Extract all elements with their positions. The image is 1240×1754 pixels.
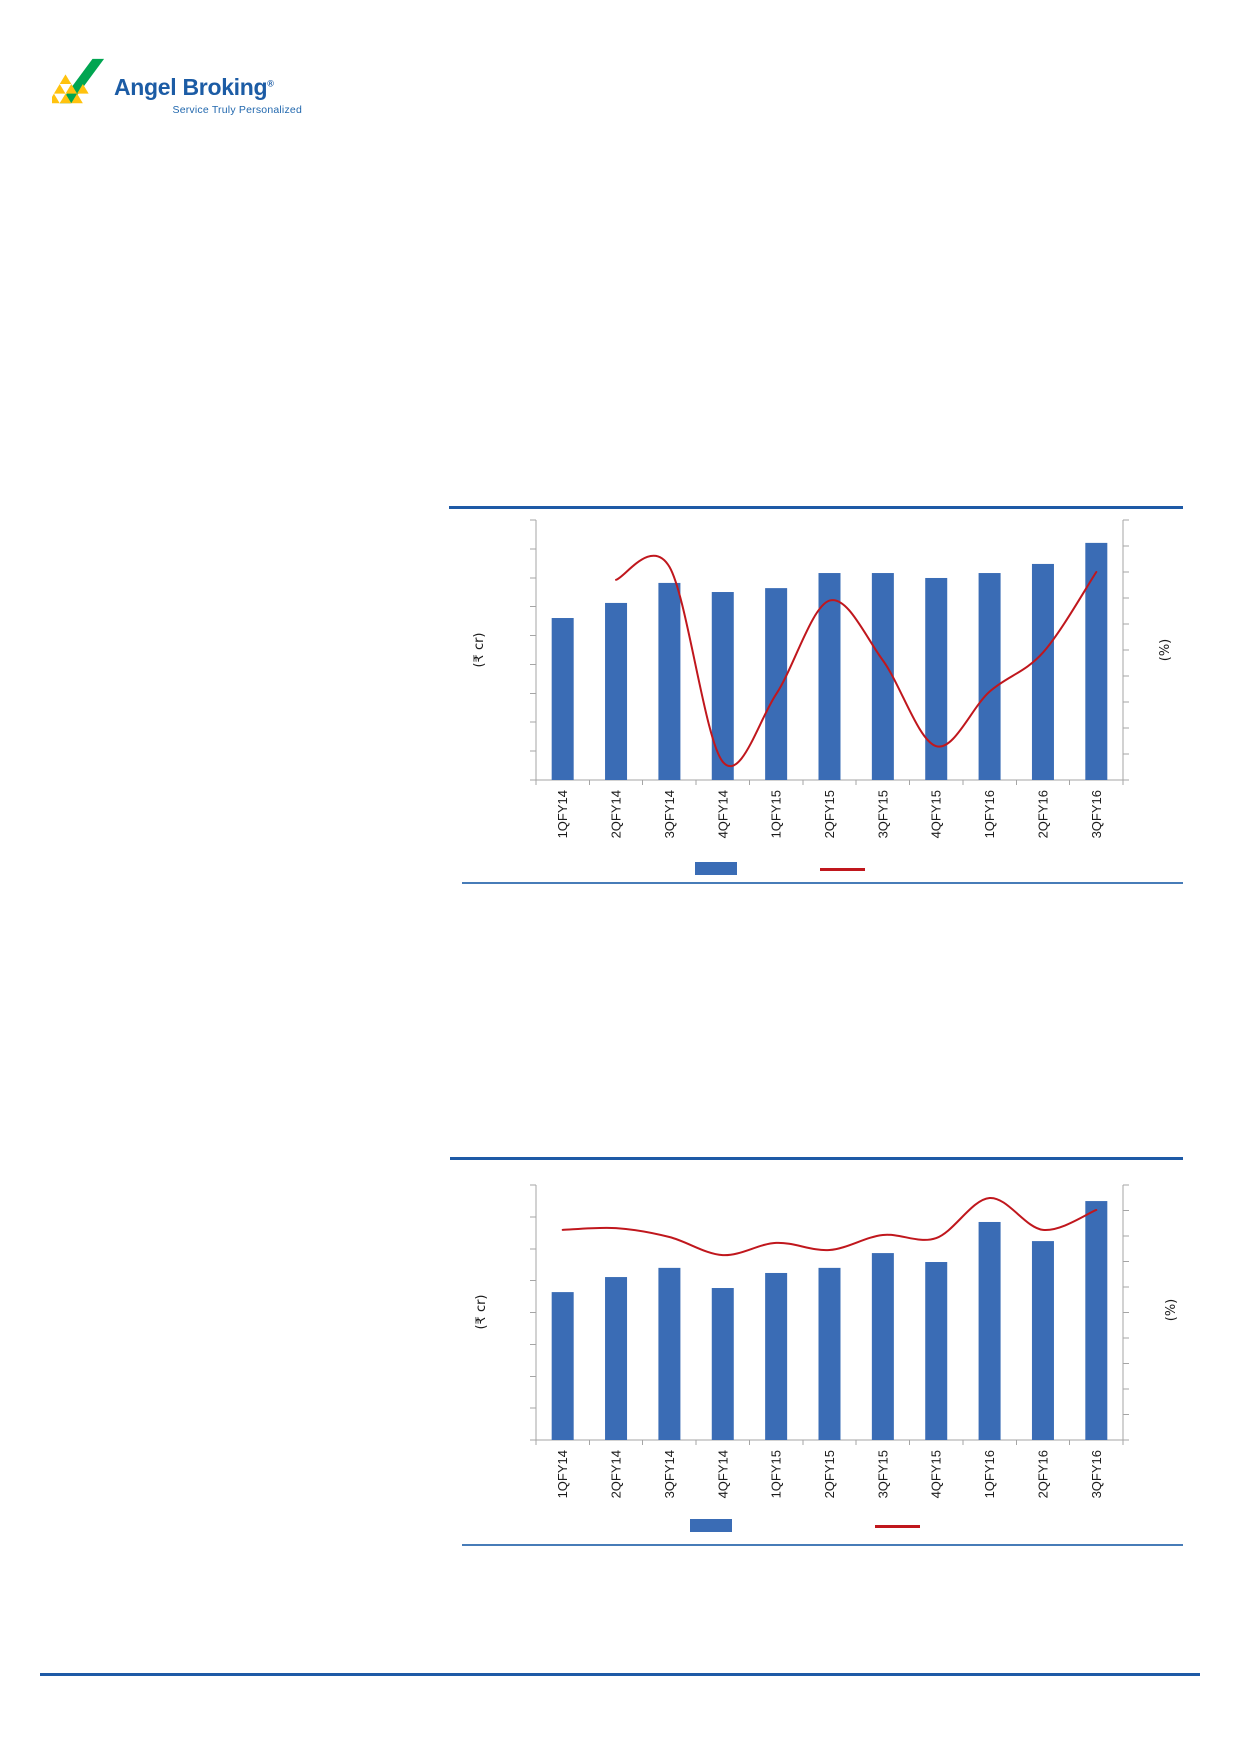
x-label-3QFY14: 3QFY14 (662, 790, 677, 838)
x-label-2QFY14: 2QFY14 (609, 1450, 624, 1498)
bar-1QFY14 (551, 618, 574, 780)
x-label-4QFY15: 4QFY15 (929, 790, 944, 838)
x-axis-labels: 1QFY14 2QFY14 3QFY14 4QFY14 1QFY15 2QFY15 3QFY… (555, 790, 1104, 838)
chart2-bottom-rule (462, 1544, 1183, 1546)
x-label-3QFY16: 3QFY16 (1089, 790, 1104, 838)
x-label-4QFY14: 4QFY14 (715, 1450, 730, 1498)
brand-header: Angel Broking® Service Truly Personalize… (52, 58, 302, 116)
x-label-3QFY14: 3QFY14 (662, 1450, 677, 1498)
x-label-1QFY14: 1QFY14 (555, 1450, 570, 1498)
bar-4QFY14 (711, 592, 734, 780)
logo-yellow-triangles (52, 74, 89, 104)
brand-name: Angel Broking® (114, 74, 274, 100)
chart1-plot: 1QFY14 2QFY14 3QFY14 4QFY14 1QFY15 2QFY15 3QFY… (530, 519, 1129, 838)
chart1-bottom-rule (462, 882, 1183, 884)
x-label-2QFY16: 2QFY16 (1035, 1450, 1050, 1498)
x-label-3QFY15: 3QFY15 (875, 1450, 890, 1498)
bar-1QFY15 (765, 1272, 788, 1440)
bar-3QFY14 (658, 1267, 681, 1440)
x-label-1QFY14: 1QFY14 (555, 790, 570, 838)
bar-2QFY14 (605, 602, 628, 780)
chart2-legend-line-swatch (875, 1525, 920, 1528)
x-label-4QFY14: 4QFY14 (715, 790, 730, 838)
x-label-1QFY15: 1QFY15 (769, 1450, 784, 1498)
x-label-3QFY15: 3QFY15 (875, 790, 890, 838)
bar-3QFY16 (1085, 542, 1108, 780)
bar-3QFY14 (658, 582, 681, 780)
chart2-plot: 1QFY14 2QFY14 3QFY14 4QFY14 1QFY15 2QFY15 3QFY… (530, 1184, 1129, 1498)
angel-broking-logo-mark (52, 58, 105, 104)
bar-4QFY15 (925, 577, 948, 780)
line-series (561, 1197, 1098, 1257)
registered-mark: ® (267, 78, 274, 89)
x-label-1QFY16: 1QFY16 (982, 1450, 997, 1498)
x-label-2QFY14: 2QFY14 (609, 790, 624, 838)
bar-series (551, 542, 1108, 780)
x-label-4QFY15: 4QFY15 (929, 1450, 944, 1498)
chart2-legend-bar-swatch (690, 1519, 732, 1532)
chart1-legend-line-swatch (820, 868, 865, 871)
bar-1QFY15 (765, 588, 788, 780)
bar-3QFY16 (1085, 1201, 1108, 1440)
bar-4QFY14 (711, 1288, 734, 1440)
x-label-3QFY16: 3QFY16 (1089, 1450, 1104, 1498)
bar-1QFY16 (978, 1221, 1001, 1440)
x-label-2QFY15: 2QFY15 (822, 790, 837, 838)
x-label-1QFY15: 1QFY15 (769, 790, 784, 838)
bar-3QFY15 (871, 573, 894, 780)
chart2-top-rule (450, 1157, 1183, 1160)
bar-2QFY16 (1031, 1241, 1054, 1440)
bar-1QFY16 (978, 573, 1001, 780)
bar-2QFY14 (605, 1277, 628, 1440)
chart1-legend-bar-swatch (695, 862, 737, 875)
chart2-right-axis-unit: (%) (1164, 1298, 1179, 1322)
line-series (615, 554, 1098, 768)
page-footer-rule (40, 1673, 1200, 1676)
bar-series (551, 1201, 1108, 1440)
brand-tagline: Service Truly Personalized (172, 104, 302, 116)
bar-2QFY15 (818, 573, 841, 780)
chart1-top-rule (449, 506, 1183, 509)
x-label-2QFY15: 2QFY15 (822, 1450, 837, 1498)
x-label-2QFY16: 2QFY16 (1035, 790, 1050, 838)
bar-2QFY15 (818, 1267, 841, 1440)
chart1-right-axis-unit: (%) (1158, 638, 1173, 662)
x-axis-labels: 1QFY14 2QFY14 3QFY14 4QFY14 1QFY15 2QFY15 3QFY… (555, 1450, 1104, 1498)
x-label-1QFY16: 1QFY16 (982, 790, 997, 838)
bar-2QFY16 (1031, 563, 1054, 780)
bar-1QFY14 (551, 1292, 574, 1440)
bar-3QFY15 (871, 1253, 894, 1440)
bar-4QFY15 (925, 1262, 948, 1440)
